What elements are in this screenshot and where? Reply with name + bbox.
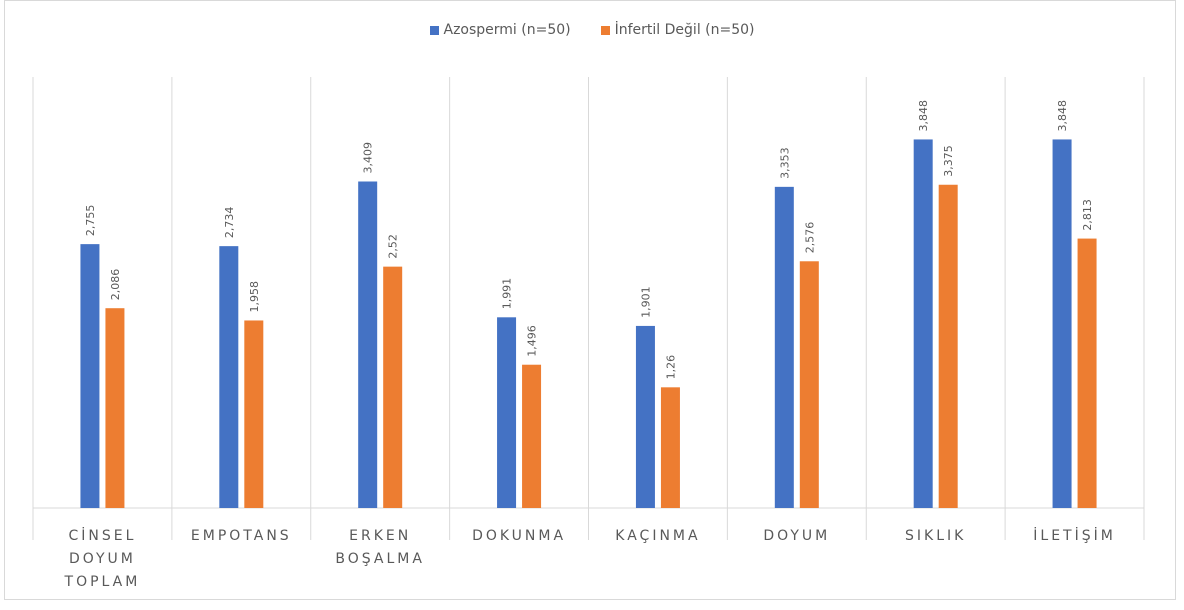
legend-label-azospermi: Azospermi (n=50) [443,22,571,38]
data-label: 1,901 [639,286,652,318]
category-label: TOPLAM [64,574,141,590]
legend-swatch-azospermi [429,25,439,35]
data-label: 2,52 [387,234,400,259]
data-label: 1,991 [501,278,514,310]
category-label: EMPOTANS [191,528,292,544]
bar-infertil-degil [522,364,542,508]
bar-infertil-degil [383,266,403,508]
bar-infertil-degil [938,184,958,508]
category-label: İLETİŞİM [1033,526,1116,544]
bar-infertil-degil [244,320,264,508]
data-label: 1,496 [526,325,539,357]
category-label: BOŞALMA [335,551,425,567]
legend-item-infertil-degil: İnfertil Değil (n=50) [600,22,755,38]
data-label: 2,755 [84,205,97,237]
bar-infertil-degil [1077,238,1097,508]
data-label: 3,848 [917,100,930,132]
data-label: 1,26 [664,355,677,380]
bar-infertil-degil [660,387,680,508]
bar-azospermi [497,317,517,508]
data-label: 2,813 [1081,199,1094,231]
category-label: DOKUNMA [472,528,566,544]
category-label: ERKEN [349,528,411,544]
bar-infertil-degil [799,261,819,508]
bar-azospermi [774,186,794,508]
data-label: 3,848 [1056,100,1069,132]
legend-swatch-infertil-degil [600,25,610,35]
bar-azospermi [80,244,100,509]
legend-label-infertil-degil: İnfertil Değil (n=50) [614,22,755,38]
data-label: 3,375 [942,145,955,177]
bar-azospermi [1052,139,1072,508]
legend: Azospermi (n=50) İnfertil Değil (n=50) [0,22,1184,38]
category-label: SIKLIK [905,528,966,544]
data-label: 2,734 [223,207,236,239]
bar-azospermi [219,246,239,508]
data-label: 2,086 [109,269,122,301]
bar-infertil-degil [105,308,125,508]
data-label: 3,409 [362,142,375,174]
data-label: 2,576 [803,222,816,254]
bar-azospermi [358,181,378,508]
legend-item-azospermi: Azospermi (n=50) [429,22,571,38]
category-label: KAÇINMA [615,528,700,544]
category-label: DOYUM [69,551,136,567]
bar-azospermi [635,325,655,508]
chart-frame [4,0,1176,600]
data-label: 3,353 [778,147,791,179]
category-label: CİNSEL [68,526,136,544]
bar-azospermi [913,139,933,508]
category-label: DOYUM [763,528,830,544]
data-label: 1,958 [248,281,261,313]
